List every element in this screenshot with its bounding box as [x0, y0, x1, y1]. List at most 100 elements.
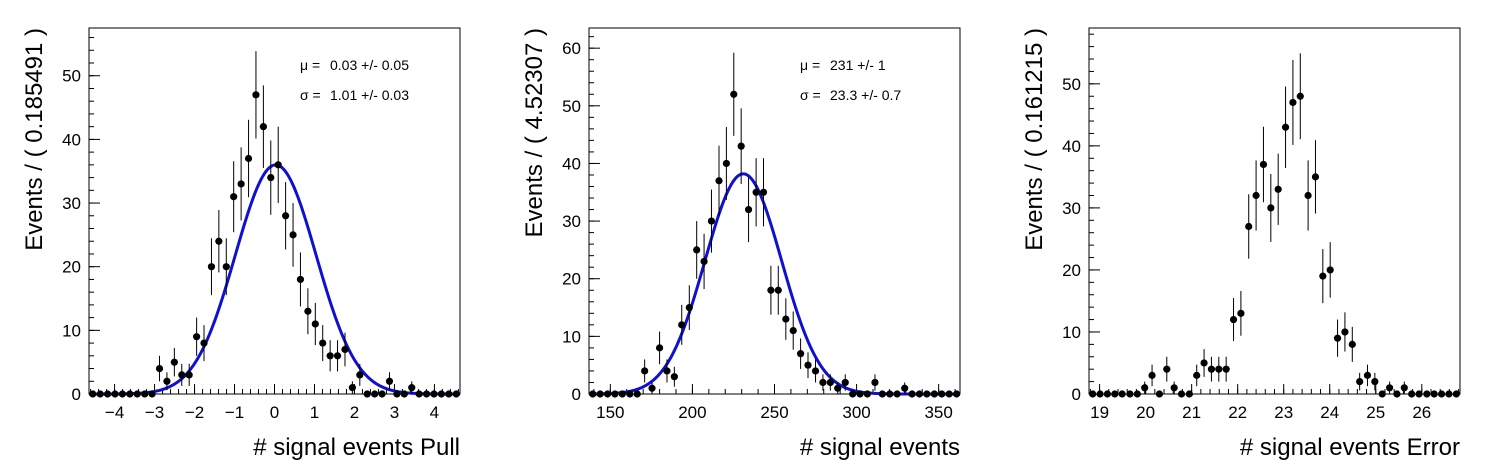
data-point: [1371, 372, 1379, 391]
data-point: [685, 285, 693, 330]
x-axis-title: # signal events Pull: [253, 434, 460, 461]
y-tick-label: 30: [1062, 199, 1081, 218]
data-point: [670, 366, 678, 387]
data-marker: [1415, 390, 1423, 398]
data-point: [767, 265, 775, 315]
x-tick-label: 300: [842, 403, 870, 422]
data-point: [700, 233, 708, 290]
data-point: [422, 390, 431, 398]
data-point: [707, 189, 716, 253]
data-point: [693, 221, 701, 279]
data-point: [1356, 372, 1364, 391]
data-point: [915, 390, 924, 398]
data-marker: [648, 384, 656, 392]
data-point: [311, 302, 319, 346]
x-tick-label: 150: [596, 403, 624, 422]
data-point: [789, 311, 797, 350]
x-tick-label: 3: [390, 403, 399, 422]
data-marker: [1111, 390, 1119, 398]
data-point: [1118, 390, 1126, 398]
data-point: [193, 317, 201, 356]
data-marker: [834, 384, 842, 392]
data-marker: [1385, 384, 1394, 392]
data-marker: [1452, 390, 1460, 398]
data-marker: [945, 390, 953, 398]
data-marker: [1296, 92, 1304, 100]
data-marker: [311, 320, 319, 328]
y-tick-label: 0: [72, 385, 81, 404]
x-tick-label: 1: [310, 403, 319, 422]
x-tick-label: −2: [185, 403, 204, 422]
data-marker: [849, 390, 857, 398]
data-marker: [759, 188, 768, 196]
data-point: [797, 338, 805, 369]
data-marker: [148, 390, 156, 398]
data-marker: [1378, 390, 1386, 398]
data-marker: [244, 154, 253, 163]
data-marker: [1089, 390, 1097, 398]
data-point: [1304, 160, 1312, 231]
data-marker: [819, 378, 827, 387]
data-marker: [901, 384, 909, 392]
data-marker: [237, 180, 245, 188]
y-tick-label: 20: [562, 270, 581, 289]
data-point: [282, 182, 290, 250]
x-tick-label: 2: [350, 403, 359, 422]
data-marker: [744, 205, 753, 214]
y-tick-label: 40: [1062, 137, 1081, 156]
signal-events-histogram-panel: 150 200 250 300 350 0 10 20 30 40 50 60 # signal ev…: [521, 27, 961, 461]
data-marker: [341, 345, 349, 354]
data-point: [938, 390, 946, 398]
data-marker: [422, 390, 431, 398]
data-point: [363, 390, 371, 398]
data-point: [333, 340, 342, 372]
data-point: [1400, 381, 1408, 394]
data-point: [1126, 390, 1134, 398]
data-point: [849, 390, 857, 398]
data-point: [923, 390, 931, 398]
data-marker: [938, 390, 946, 398]
data-point: [1445, 390, 1453, 398]
data-marker: [1126, 390, 1134, 398]
y-axis-title: Events / ( 4.52307 ): [521, 28, 548, 237]
data-point: [1111, 390, 1119, 398]
data-point: [1222, 356, 1230, 382]
data-point: [1103, 390, 1112, 398]
data-point: [930, 390, 938, 398]
data-marks: [89, 51, 460, 398]
data-marker: [400, 390, 408, 398]
axis-ticks: 19 20 21 22 23 24 25 26 0 10 20 30 40 50: [1062, 33, 1460, 422]
data-point: [215, 210, 223, 273]
data-point: [1341, 312, 1349, 352]
y-tick-label: 50: [562, 97, 581, 116]
data-marker: [259, 123, 267, 131]
y-tick-label: 10: [562, 327, 581, 346]
y-tick-label: 10: [1062, 323, 1081, 342]
data-marker: [356, 371, 364, 379]
data-marker: [1304, 191, 1312, 200]
data-marker: [752, 188, 760, 196]
data-point: [603, 390, 612, 398]
data-marker: [1096, 390, 1104, 398]
data-marker: [1430, 390, 1438, 398]
data-point: [252, 51, 260, 139]
data-point: [1267, 173, 1275, 242]
data-marker: [655, 344, 664, 352]
mu-symbol: μ =: [800, 57, 820, 73]
data-marker: [1229, 315, 1238, 324]
data-marker: [856, 390, 864, 398]
data-marker: [96, 390, 104, 398]
data-point: [901, 382, 909, 394]
data-marker: [385, 377, 394, 385]
data-point: [1289, 59, 1297, 145]
data-marker: [274, 161, 282, 169]
data-point: [1319, 249, 1327, 304]
sigma-symbol: σ =: [800, 87, 821, 103]
data-point: [1415, 390, 1423, 398]
mu-value: 0.03 +/- 0.05: [330, 57, 409, 73]
y-tick-label: 0: [1072, 385, 1081, 404]
x-tick-label: 23: [1274, 403, 1293, 422]
data-marker: [348, 384, 356, 392]
data-point: [841, 374, 849, 391]
data-point: [1207, 356, 1216, 382]
